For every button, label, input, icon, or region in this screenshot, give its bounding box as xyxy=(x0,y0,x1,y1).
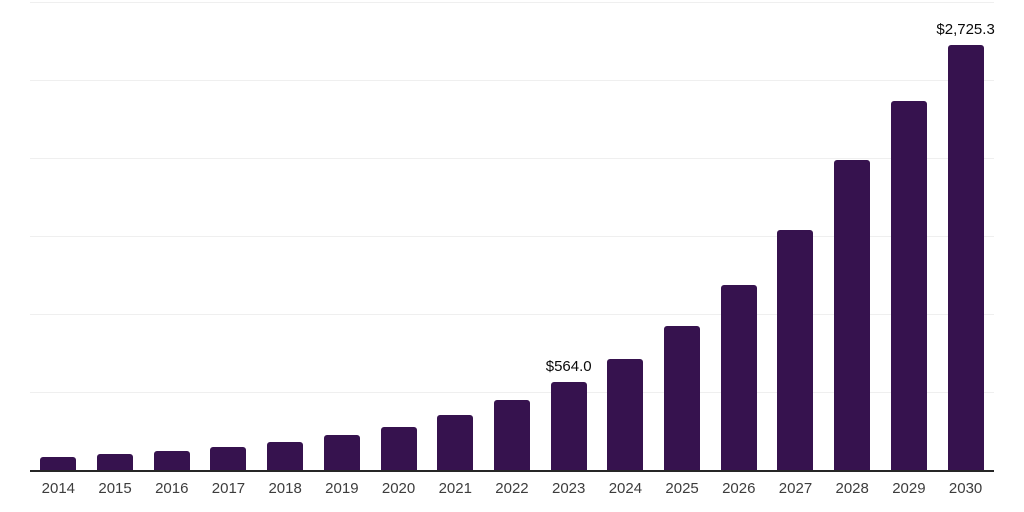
bar-2030 xyxy=(947,44,984,470)
x-tick-label-2019: 2019 xyxy=(325,480,359,497)
x-tick-label-2028: 2028 xyxy=(835,480,869,497)
x-tick-label-2025: 2025 xyxy=(665,480,699,497)
x-tick-label-2017: 2017 xyxy=(211,480,246,497)
bar-2021 xyxy=(437,415,474,470)
gridline-3000 xyxy=(30,2,994,3)
bar-band-2029 xyxy=(881,2,938,470)
plot-area: $564.0 $2,725.3 xyxy=(30,2,995,472)
bar-2028 xyxy=(834,159,871,470)
x-axis-labels: 2014 2015 2016 2017 2018 2019 2020 2021 2022 2023… xyxy=(30,481,994,496)
bar-band-2019 xyxy=(314,2,371,470)
bar-band-2015 xyxy=(87,2,144,470)
x-tick-label-2016: 2016 xyxy=(155,480,189,497)
bar-band-2027 xyxy=(767,2,824,470)
x-tick-label-2021: 2021 xyxy=(438,480,472,497)
bar-2024 xyxy=(607,358,644,470)
bars-container: $564.0 $2,725.3 xyxy=(30,2,995,470)
bar-band-2024 xyxy=(597,2,654,470)
x-tick-label-2029: 2029 xyxy=(892,480,926,497)
bar-2027 xyxy=(777,229,814,470)
gridline-2000 xyxy=(30,158,994,159)
x-tick-label-2026: 2026 xyxy=(722,480,756,497)
bar-band-2014 xyxy=(30,2,87,470)
bar-band-2016 xyxy=(143,2,200,470)
bar-value-label-2023: $564.0 xyxy=(545,358,592,375)
x-tick-label-2020: 2020 xyxy=(381,480,416,497)
bar-2016 xyxy=(153,451,190,470)
x-tick-label-2014: 2014 xyxy=(41,480,76,497)
bar-band-2017 xyxy=(200,2,257,470)
x-tick-label-2018: 2018 xyxy=(268,480,302,497)
x-tick-label-2023: 2023 xyxy=(551,480,586,497)
x-tick-label-2024: 2024 xyxy=(608,480,643,497)
gridline-500 xyxy=(30,392,994,393)
bar-2017 xyxy=(210,447,247,470)
bar-band-2025 xyxy=(654,2,711,470)
gridline-2500 xyxy=(30,80,994,81)
bar-2023 xyxy=(550,382,587,470)
bar-2022 xyxy=(493,400,530,470)
bar-band-2026 xyxy=(710,2,767,470)
bar-2025 xyxy=(664,326,701,470)
bar-band-2021 xyxy=(427,2,484,470)
x-tick-label-2022: 2022 xyxy=(495,480,529,497)
bar-2015 xyxy=(97,454,134,470)
bar-band-2022 xyxy=(484,2,541,470)
gridline-1000 xyxy=(30,314,994,315)
bar-band-2020 xyxy=(370,2,427,470)
x-tick-label-2015: 2015 xyxy=(98,480,132,497)
bar-band-2028 xyxy=(824,2,881,470)
bar-2026 xyxy=(720,285,757,470)
bar-band-2018 xyxy=(257,2,314,470)
bar-value-label-2030: $2,725.3 xyxy=(936,20,995,38)
bar-2014 xyxy=(40,457,77,470)
bar-2019 xyxy=(323,435,360,470)
bar-band-2023: $564.0 xyxy=(540,2,597,470)
x-tick-label-2027: 2027 xyxy=(778,480,813,497)
bar-band-2030: $2,725.3 xyxy=(936,2,995,470)
gridline-1500 xyxy=(30,236,994,237)
bar-2029 xyxy=(890,100,927,470)
bar-2020 xyxy=(380,426,417,470)
x-tick-label-2030: 2030 xyxy=(948,480,983,497)
bar-2018 xyxy=(267,441,304,470)
